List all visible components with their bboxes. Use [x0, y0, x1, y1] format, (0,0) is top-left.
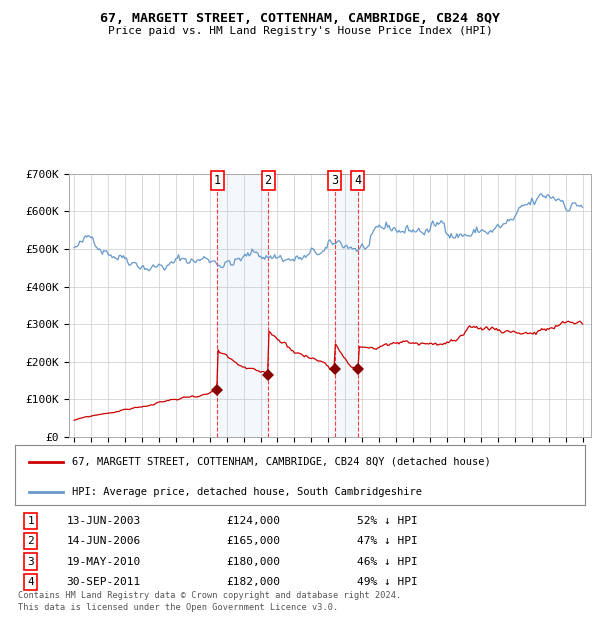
Text: £180,000: £180,000 [226, 557, 280, 567]
Text: £165,000: £165,000 [226, 536, 280, 546]
Text: Contains HM Land Registry data © Crown copyright and database right 2024.: Contains HM Land Registry data © Crown c… [18, 590, 401, 600]
Text: 2: 2 [265, 174, 272, 187]
Text: 47% ↓ HPI: 47% ↓ HPI [357, 536, 418, 546]
Text: 4: 4 [28, 577, 34, 587]
Text: 67, MARGETT STREET, COTTENHAM, CAMBRIDGE, CB24 8QY (detached house): 67, MARGETT STREET, COTTENHAM, CAMBRIDGE… [72, 456, 491, 467]
Text: Price paid vs. HM Land Registry's House Price Index (HPI): Price paid vs. HM Land Registry's House … [107, 26, 493, 36]
Text: £182,000: £182,000 [226, 577, 280, 587]
Text: 49% ↓ HPI: 49% ↓ HPI [357, 577, 418, 587]
Text: 46% ↓ HPI: 46% ↓ HPI [357, 557, 418, 567]
Text: 67, MARGETT STREET, COTTENHAM, CAMBRIDGE, CB24 8QY: 67, MARGETT STREET, COTTENHAM, CAMBRIDGE… [100, 12, 500, 25]
Text: HPI: Average price, detached house, South Cambridgeshire: HPI: Average price, detached house, Sout… [72, 487, 422, 497]
Text: £124,000: £124,000 [226, 516, 280, 526]
Text: 30-SEP-2011: 30-SEP-2011 [66, 577, 140, 587]
Bar [217, 174, 268, 437]
Text: This data is licensed under the Open Government Licence v3.0.: This data is licensed under the Open Gov… [18, 603, 338, 612]
Text: 14-JUN-2006: 14-JUN-2006 [66, 536, 140, 546]
Text: 52% ↓ HPI: 52% ↓ HPI [357, 516, 418, 526]
Text: 3: 3 [331, 174, 338, 187]
Text: 13-JUN-2003: 13-JUN-2003 [66, 516, 140, 526]
Bar [335, 174, 358, 437]
Text: 3: 3 [28, 557, 34, 567]
Text: 19-MAY-2010: 19-MAY-2010 [66, 557, 140, 567]
Text: 1: 1 [214, 174, 221, 187]
Text: 4: 4 [355, 174, 362, 187]
Text: 1: 1 [28, 516, 34, 526]
Text: 2: 2 [28, 536, 34, 546]
